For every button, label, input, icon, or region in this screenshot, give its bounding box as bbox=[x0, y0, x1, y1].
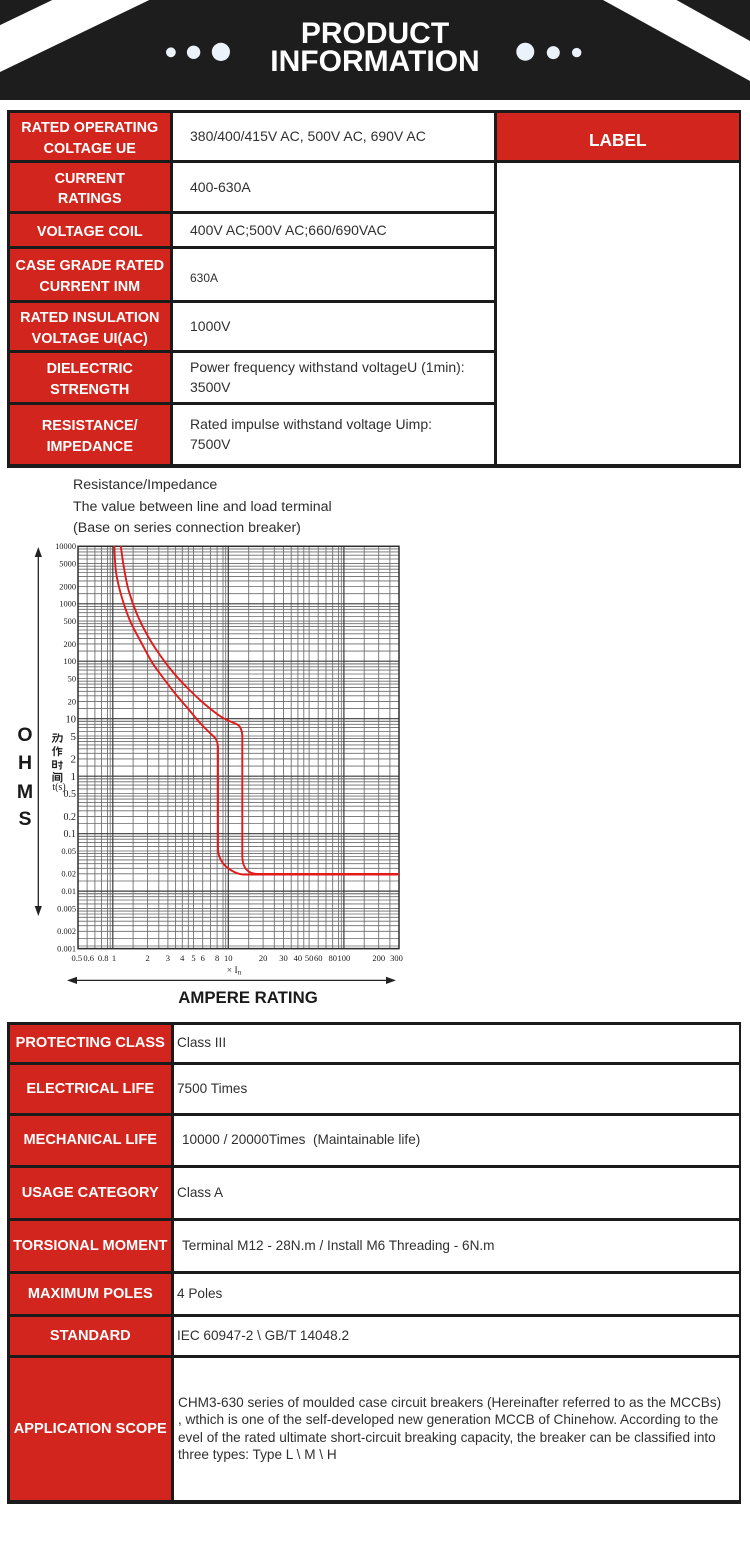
svg-text:2000: 2000 bbox=[59, 582, 76, 591]
svg-text:3: 3 bbox=[166, 953, 170, 963]
svg-text:0.2: 0.2 bbox=[64, 812, 77, 823]
svg-text:8: 8 bbox=[215, 953, 219, 963]
svg-text:20: 20 bbox=[259, 953, 268, 963]
svg-text:200: 200 bbox=[63, 640, 76, 649]
svg-text:0.1: 0.1 bbox=[64, 829, 77, 840]
svg-text:10000: 10000 bbox=[55, 542, 76, 551]
svg-text:80: 80 bbox=[328, 953, 337, 963]
svg-text:40: 40 bbox=[294, 953, 303, 963]
svg-text:100: 100 bbox=[338, 953, 351, 963]
svg-text:100: 100 bbox=[63, 657, 76, 666]
svg-text:0.5: 0.5 bbox=[64, 789, 77, 800]
svg-text:2: 2 bbox=[145, 953, 149, 963]
svg-text:2: 2 bbox=[71, 754, 77, 766]
svg-text:0.001: 0.001 bbox=[57, 945, 76, 954]
svg-text:0.005: 0.005 bbox=[57, 904, 76, 913]
svg-text:0.02: 0.02 bbox=[61, 870, 76, 879]
svg-text:0.6: 0.6 bbox=[83, 953, 94, 963]
svg-text:1: 1 bbox=[71, 771, 77, 783]
svg-text:0.002: 0.002 bbox=[57, 927, 76, 936]
svg-text:M: M bbox=[17, 781, 33, 803]
svg-text:50: 50 bbox=[68, 674, 76, 683]
svg-text:0.05: 0.05 bbox=[61, 847, 76, 856]
svg-text:0.01: 0.01 bbox=[61, 887, 76, 896]
svg-text:5: 5 bbox=[191, 953, 195, 963]
svg-text:× In: × In bbox=[227, 966, 242, 977]
svg-text:30: 30 bbox=[279, 953, 288, 963]
svg-text:S: S bbox=[18, 808, 31, 830]
svg-text:6: 6 bbox=[201, 953, 205, 963]
svg-text:500: 500 bbox=[63, 617, 76, 626]
svg-text:300: 300 bbox=[390, 953, 403, 963]
svg-text:60: 60 bbox=[314, 953, 323, 963]
svg-text:1000: 1000 bbox=[59, 600, 76, 609]
svg-text:H: H bbox=[18, 752, 32, 774]
svg-text:t(s): t(s) bbox=[52, 782, 65, 793]
svg-text:10: 10 bbox=[224, 953, 233, 963]
svg-text:AMPERE RATING: AMPERE RATING bbox=[178, 988, 318, 1007]
svg-text:O: O bbox=[17, 724, 32, 746]
svg-text:20: 20 bbox=[68, 697, 76, 706]
svg-text:4: 4 bbox=[180, 953, 185, 963]
svg-text:10: 10 bbox=[66, 714, 77, 725]
svg-text:0.8: 0.8 bbox=[98, 953, 109, 963]
svg-text:5000: 5000 bbox=[59, 560, 76, 569]
svg-text:1: 1 bbox=[112, 953, 116, 963]
svg-text:0.5: 0.5 bbox=[71, 953, 82, 963]
svg-text:200: 200 bbox=[372, 953, 385, 963]
svg-text:50: 50 bbox=[305, 953, 314, 963]
svg-text:5: 5 bbox=[71, 731, 77, 743]
